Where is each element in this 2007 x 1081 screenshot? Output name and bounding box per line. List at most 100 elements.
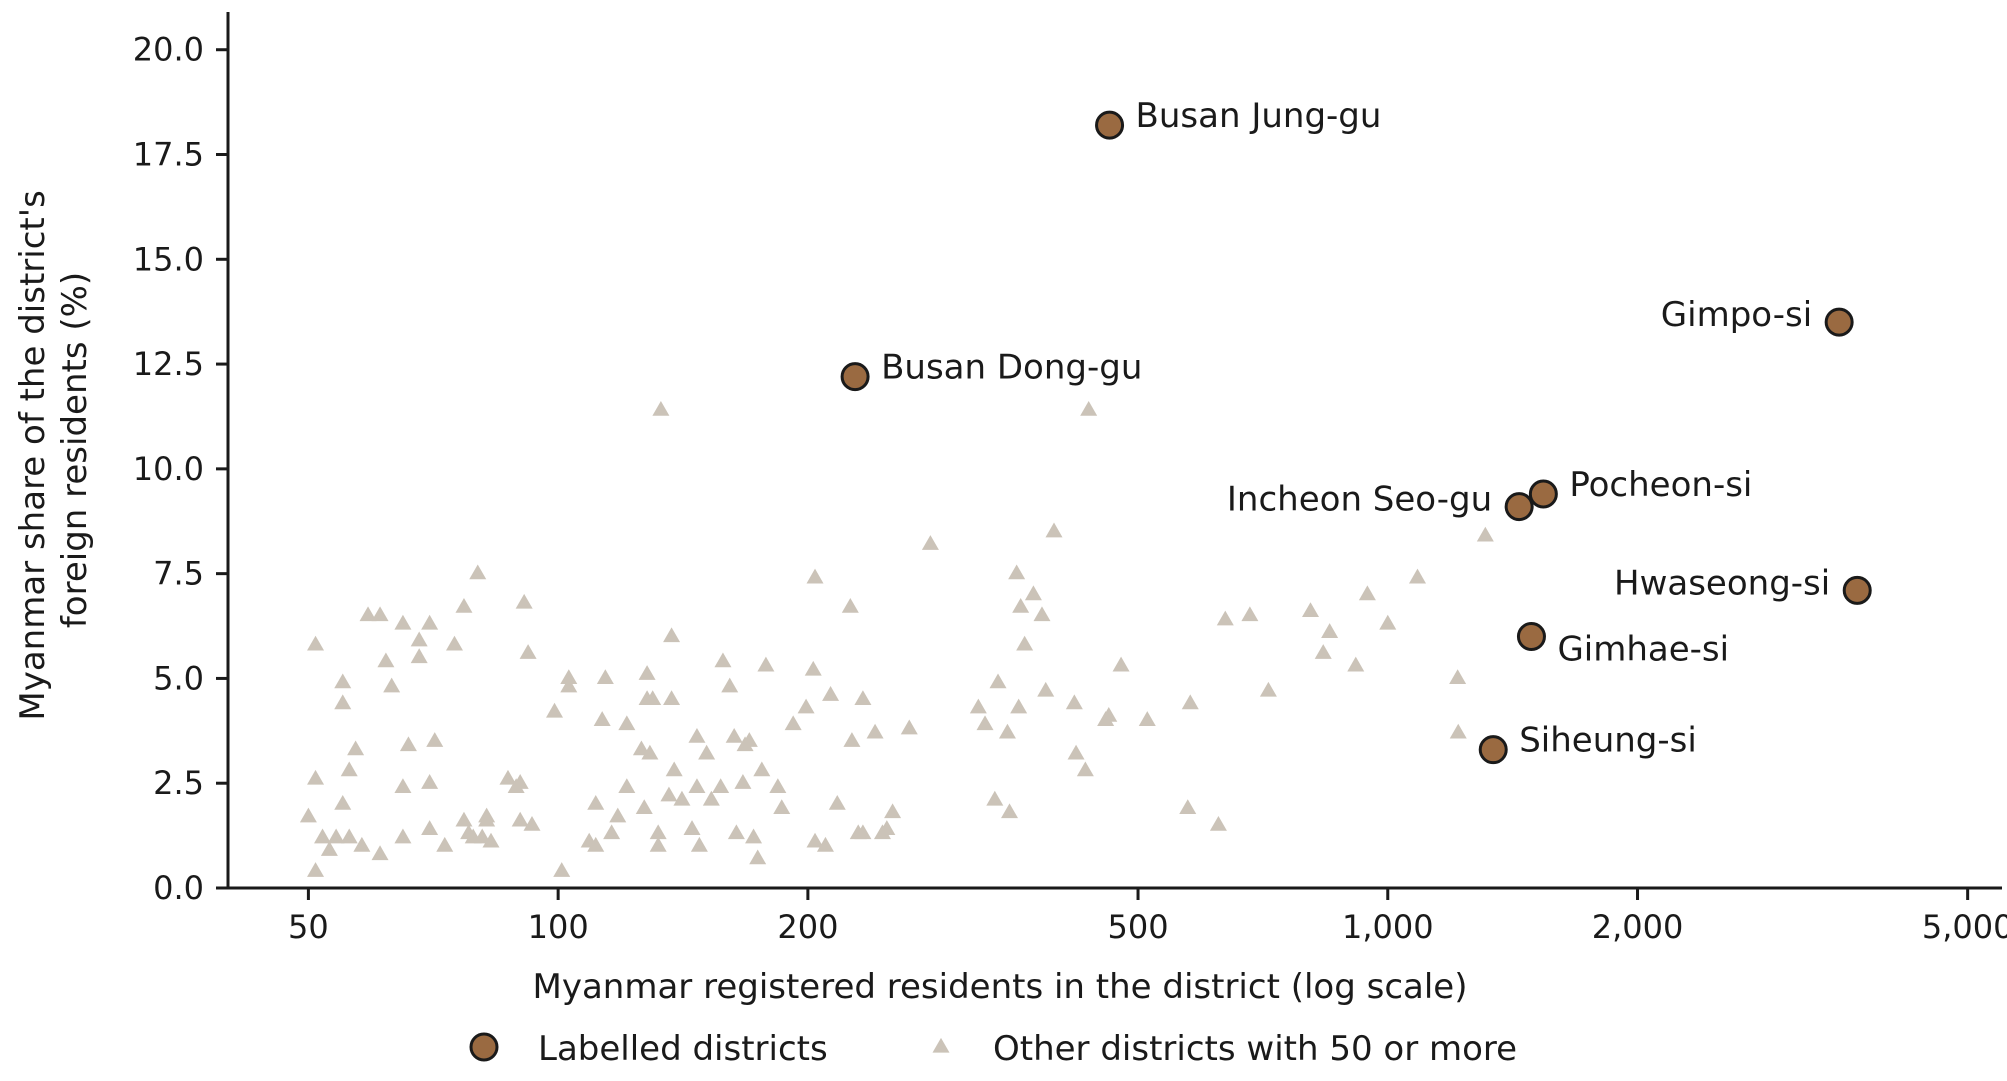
other-district-point (638, 665, 656, 680)
other-district-point (399, 736, 417, 752)
labelled-district-point (840, 362, 870, 392)
other-district-point (377, 652, 395, 668)
other-district-point (727, 824, 745, 840)
x-tick-label: 200 (777, 908, 838, 946)
other-district-point (603, 824, 621, 840)
other-district-point (1216, 610, 1234, 626)
other-district-point (371, 606, 389, 622)
other-district-point (334, 694, 352, 710)
other-district-point (688, 778, 706, 794)
other-district-point (688, 727, 706, 743)
other-district-point (394, 828, 412, 844)
x-tick-label: 500 (1107, 908, 1168, 946)
other-district-point (884, 803, 902, 819)
other-district-point (353, 836, 371, 852)
other-district-point (499, 769, 517, 785)
other-district-point (804, 660, 822, 676)
other-district-point (1033, 606, 1051, 622)
other-district-point (734, 774, 752, 789)
other-district-point (511, 811, 529, 827)
y-axis-title-line-1: Myanmar share of the district's (13, 190, 53, 720)
other-district-point (410, 631, 428, 647)
y-tick-label: 2.5 (153, 764, 204, 802)
other-district-point (436, 836, 454, 852)
other-district-point (421, 820, 439, 835)
other-district-point (478, 807, 496, 823)
other-district-point (976, 715, 994, 731)
other-district-point (822, 686, 840, 701)
other-district-point (725, 727, 743, 743)
other-district-point (523, 815, 541, 831)
other-district-point (1100, 706, 1118, 722)
other-district-point (327, 828, 345, 844)
other-district-point (998, 723, 1016, 739)
other-district-point (1112, 656, 1130, 672)
other-district-point (359, 606, 377, 622)
other-district-point (866, 723, 884, 739)
other-district-point (394, 614, 412, 630)
other-district-point (740, 732, 758, 747)
other-district-point (1379, 614, 1397, 630)
other-district-point (745, 828, 763, 844)
other-district-point (644, 690, 662, 706)
other-district-point (314, 828, 332, 844)
other-district-point (1179, 799, 1197, 814)
other-district-point (455, 598, 473, 613)
legend-label-other-districts: Other districts with 50 or more (993, 1029, 1517, 1069)
other-district-point (410, 648, 428, 664)
other-district-point (816, 836, 834, 852)
other-district-point (769, 778, 787, 794)
other-district-point (828, 795, 846, 810)
legend-label-labelled-districts: Labelled districts (538, 1029, 828, 1069)
other-district-point (334, 673, 352, 689)
y-ticks: 0.0 2.5 5.0 7.5 10.0 12.5 15.0 17.5 20.0 (133, 31, 228, 907)
other-district-point (663, 690, 681, 706)
other-district-point (383, 677, 401, 693)
other-district-point (665, 761, 683, 777)
other-district-point (753, 761, 771, 777)
district-label: Busan Dong-gu (881, 348, 1142, 388)
other-district-point (843, 732, 861, 747)
other-district-point (334, 795, 352, 810)
other-district-point (1080, 401, 1098, 416)
other-district-point (690, 836, 708, 852)
other-district-point (721, 677, 739, 693)
y-tick-label: 5.0 (153, 659, 204, 697)
other-district-point (1476, 526, 1494, 542)
axes (226, 12, 2002, 890)
district-label: Hwaseong-si (1614, 563, 1830, 603)
other-district-point (340, 761, 358, 777)
other-district-point (1001, 803, 1019, 819)
other-district-point (900, 719, 918, 735)
other-district-point (878, 820, 896, 835)
other-district-point (1259, 681, 1277, 697)
labelled-district-point (1842, 575, 1872, 605)
other-district-point (757, 656, 775, 672)
legend: Labelled districts Other districts with … (469, 1029, 1517, 1069)
other-district-point (1449, 669, 1467, 685)
other-district-point (519, 644, 537, 659)
other-district-point (426, 732, 444, 747)
other-district-point (371, 845, 389, 861)
other-district-point (618, 715, 636, 731)
other-district-point (1241, 606, 1259, 622)
other-district-point (1138, 711, 1156, 726)
other-district-point (307, 862, 325, 877)
other-district-point (587, 836, 605, 852)
other-district-point (482, 832, 500, 848)
other-district-point (1449, 723, 1467, 739)
other-district-point (609, 807, 627, 823)
other-district-point (421, 774, 439, 789)
other-district-point (299, 807, 317, 823)
other-district-point (1209, 815, 1227, 831)
labelled-district-point (1528, 479, 1558, 509)
labelled-districts-series: Busan Jung-gu Busan Dong-gu Gimpo-si Incheo… (840, 96, 1872, 765)
other-district-point (553, 862, 571, 877)
other-district-point (473, 828, 491, 844)
y-tick-label: 7.5 (153, 555, 204, 593)
legend-circle-marker (469, 1032, 499, 1062)
y-tick-label: 15.0 (133, 240, 204, 278)
other-district-point (773, 799, 791, 814)
other-district-point (320, 841, 338, 856)
